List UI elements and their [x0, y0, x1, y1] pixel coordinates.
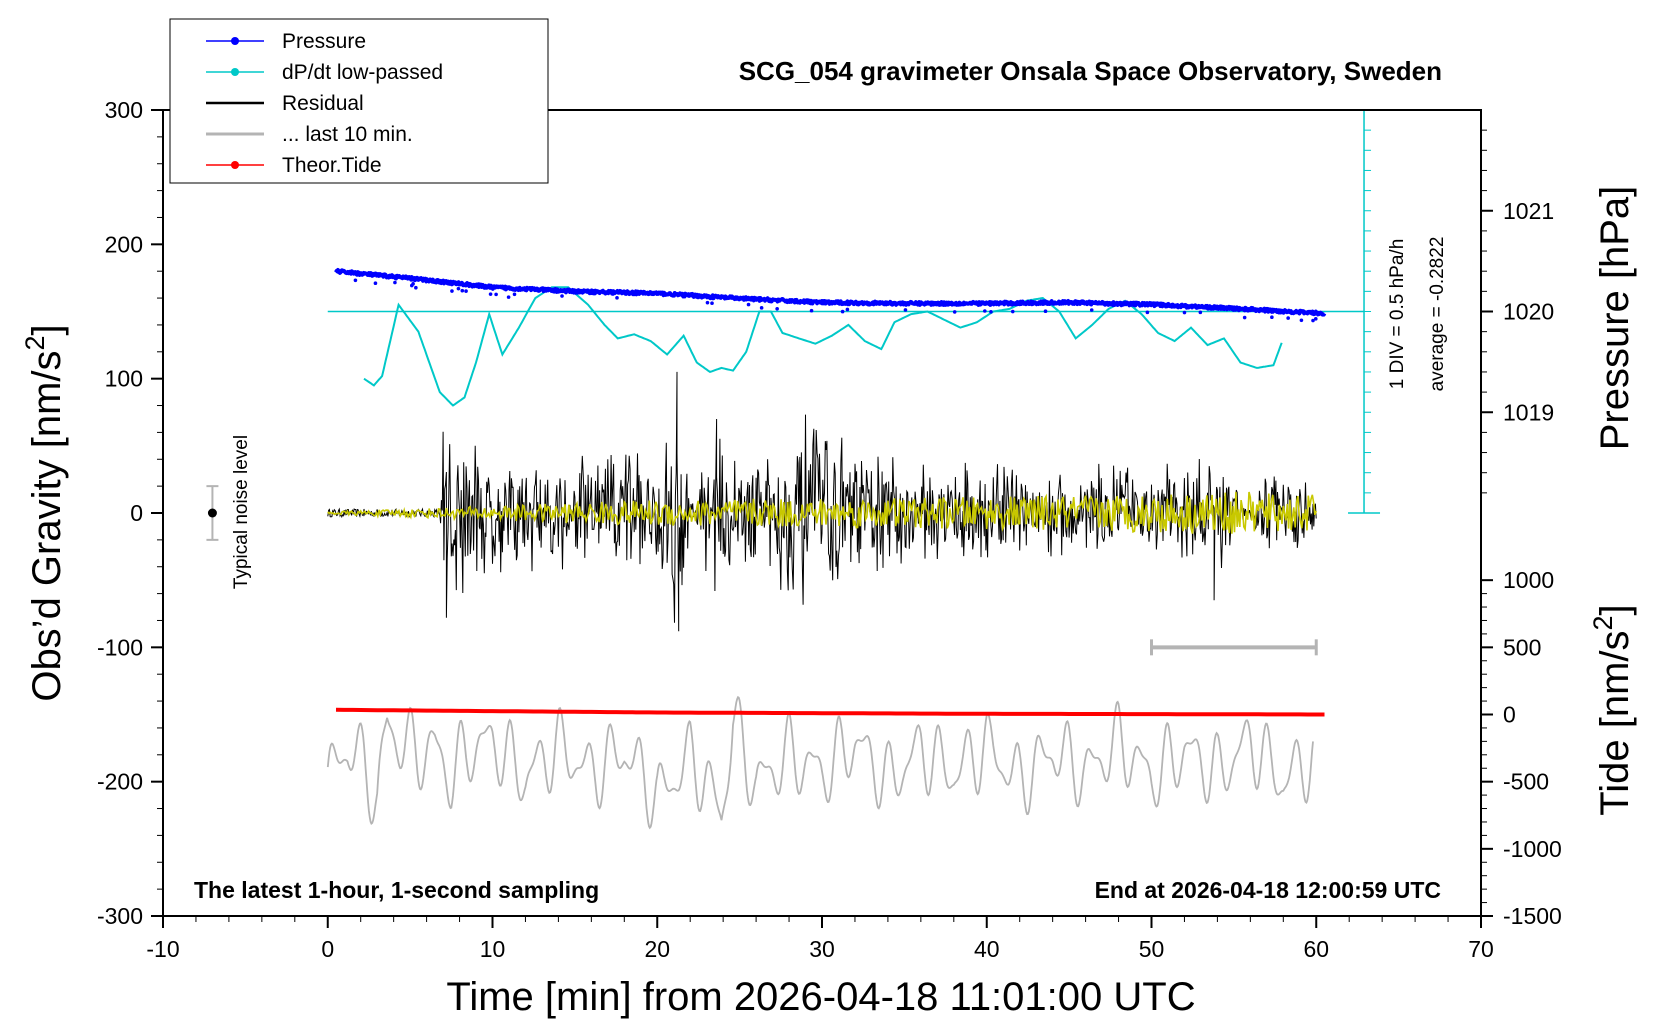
- pressure-outlier-dot: [494, 292, 498, 297]
- left-tick-label: 200: [105, 231, 143, 257]
- legend-swatch-dot: [231, 68, 239, 76]
- pressure-outlier-dot: [560, 294, 564, 298]
- pressure-outlier-dot: [615, 296, 619, 300]
- legend-label: Theor.Tide: [282, 154, 382, 177]
- dpdt-scale-label: 1 DIV = 0.5 hPa/h: [1387, 239, 1408, 390]
- legend-box: [169, 18, 549, 184]
- x-axis-label: Time [min] from 2026-04-18 11:01:00 UTC: [446, 975, 1195, 1019]
- last10-trace: [326, 695, 1314, 830]
- pressure-outlier-dot: [1242, 315, 1247, 320]
- pressure-outlier-dot: [373, 281, 378, 285]
- pressure-outlier-dot: [409, 283, 414, 288]
- legend-label: dP/dt low-passed: [282, 61, 443, 84]
- pressure-tick-label: 1019: [1503, 399, 1554, 425]
- pressure-outlier-dot: [456, 286, 461, 291]
- tide-tick-label: -1500: [1503, 903, 1562, 929]
- left-tick-label: -300: [97, 903, 143, 929]
- x-tick-label: 10: [480, 936, 506, 962]
- pressure-outlier-dot: [903, 308, 908, 312]
- pressure-trace: [334, 268, 1327, 317]
- chart-title: SCG_054 gravimeter Onsala Space Observat…: [739, 56, 1442, 86]
- pressure-outlier-dot: [512, 292, 517, 297]
- pressure-outlier-dot: [1043, 309, 1048, 314]
- left-tick-label: -200: [97, 769, 143, 795]
- legend-swatch-dot: [231, 37, 239, 45]
- pressure-outlier-dot: [1089, 308, 1094, 312]
- pressure-outlier-dot: [464, 289, 468, 293]
- pressure-outlier-dot: [710, 301, 714, 306]
- pressure-outlier-dot: [393, 280, 397, 285]
- pressure-outlier-dot: [952, 310, 957, 314]
- x-tick-label: 50: [1139, 936, 1165, 962]
- x-tick-label: 30: [809, 936, 835, 962]
- left-tick-label: 100: [105, 366, 143, 392]
- x-tick-label: 20: [644, 936, 670, 962]
- pressure-outlier-dot: [1270, 315, 1274, 319]
- tide-tick-label: 0: [1503, 702, 1516, 728]
- tide-tick-label: -500: [1503, 769, 1549, 795]
- left-tick-label: -100: [97, 634, 143, 660]
- pressure-outlier-dot: [1286, 316, 1290, 320]
- tide-trace: [335, 707, 1325, 717]
- pressure-outlier-dot: [746, 302, 751, 307]
- data-layer: [206, 109, 1381, 830]
- pressure-outlier-dot: [1145, 310, 1150, 315]
- legend-swatch-dot: [231, 161, 239, 169]
- x-tick-label: 70: [1468, 936, 1494, 962]
- x-tick-label: 40: [974, 936, 1000, 962]
- left-tick-label: 0: [130, 500, 143, 526]
- pressure-outlier-dot: [809, 308, 814, 313]
- pressure-tick-label: 1020: [1503, 299, 1554, 325]
- pressure-outlier-dot: [1182, 310, 1187, 315]
- noise-center-dot: [207, 508, 217, 518]
- pressure-outlier-dot: [1299, 318, 1304, 323]
- tide-tick-label: 1000: [1503, 567, 1554, 593]
- residual-trace: [327, 371, 1317, 632]
- tide-axis-label: Tide [nm/s2]: [1588, 604, 1637, 815]
- x-tick-label: 0: [321, 936, 334, 962]
- pressure-outlier-dot: [1311, 318, 1315, 323]
- pressure-outlier-dot: [1198, 310, 1203, 315]
- pressure-outlier-dot: [506, 295, 511, 299]
- pressure-outlier-dot: [1010, 309, 1015, 314]
- legend-label: Pressure: [282, 30, 366, 53]
- tide-tick-label: 500: [1503, 634, 1541, 660]
- pressure-outlier-dot: [759, 306, 764, 310]
- legend-label: Residual: [282, 92, 364, 115]
- noise-level-label: Typical noise level: [231, 435, 252, 589]
- left-axis-label: Obs’d Gravity [nm/s2]: [20, 324, 69, 701]
- pressure-outlier-dot: [775, 306, 779, 311]
- x-tick-label: -10: [146, 936, 179, 962]
- left-tick-label: 300: [105, 97, 143, 123]
- pressure-outlier-dot: [845, 307, 850, 312]
- legend-label: ... last 10 min.: [282, 123, 413, 146]
- pressure-outlier-dot: [353, 278, 358, 283]
- pressure-outlier-dot: [989, 309, 993, 314]
- pressure-outlier-dot: [460, 288, 465, 293]
- pressure-axis-label: Pressure [hPa]: [1593, 186, 1637, 451]
- axis-ticks: -10 0 10 20 30 40 50 60 703002001000-100-200-300…: [97, 97, 1562, 962]
- pressure-outlier-dot: [840, 309, 845, 314]
- dpdt-average-label: average = -0.2822: [1427, 237, 1448, 392]
- legend: Pressure dP/dt low-passed Residual ... last…: [169, 18, 549, 184]
- end-time-note: End at 2026-04-18 12:00:59 UTC: [1095, 877, 1441, 903]
- sampling-note: The latest 1-hour, 1-second sampling: [194, 877, 599, 903]
- tide-tick-label: -1000: [1503, 836, 1562, 862]
- pressure-outlier-dot: [450, 289, 454, 293]
- residual-lowpass-trace: [327, 491, 1317, 534]
- pressure-tick-label: 1021: [1503, 198, 1554, 224]
- legend-items: Pressure dP/dt low-passed Residual ... last…: [206, 30, 443, 177]
- pressure-outlier-dot: [488, 292, 493, 296]
- x-tick-label: 60: [1303, 936, 1329, 962]
- pressure-outlier-dot: [414, 285, 418, 290]
- pressure-outlier-dot: [983, 309, 987, 313]
- pressure-outlier-dot: [705, 300, 710, 305]
- pressure-outlier-dot: [1313, 317, 1318, 321]
